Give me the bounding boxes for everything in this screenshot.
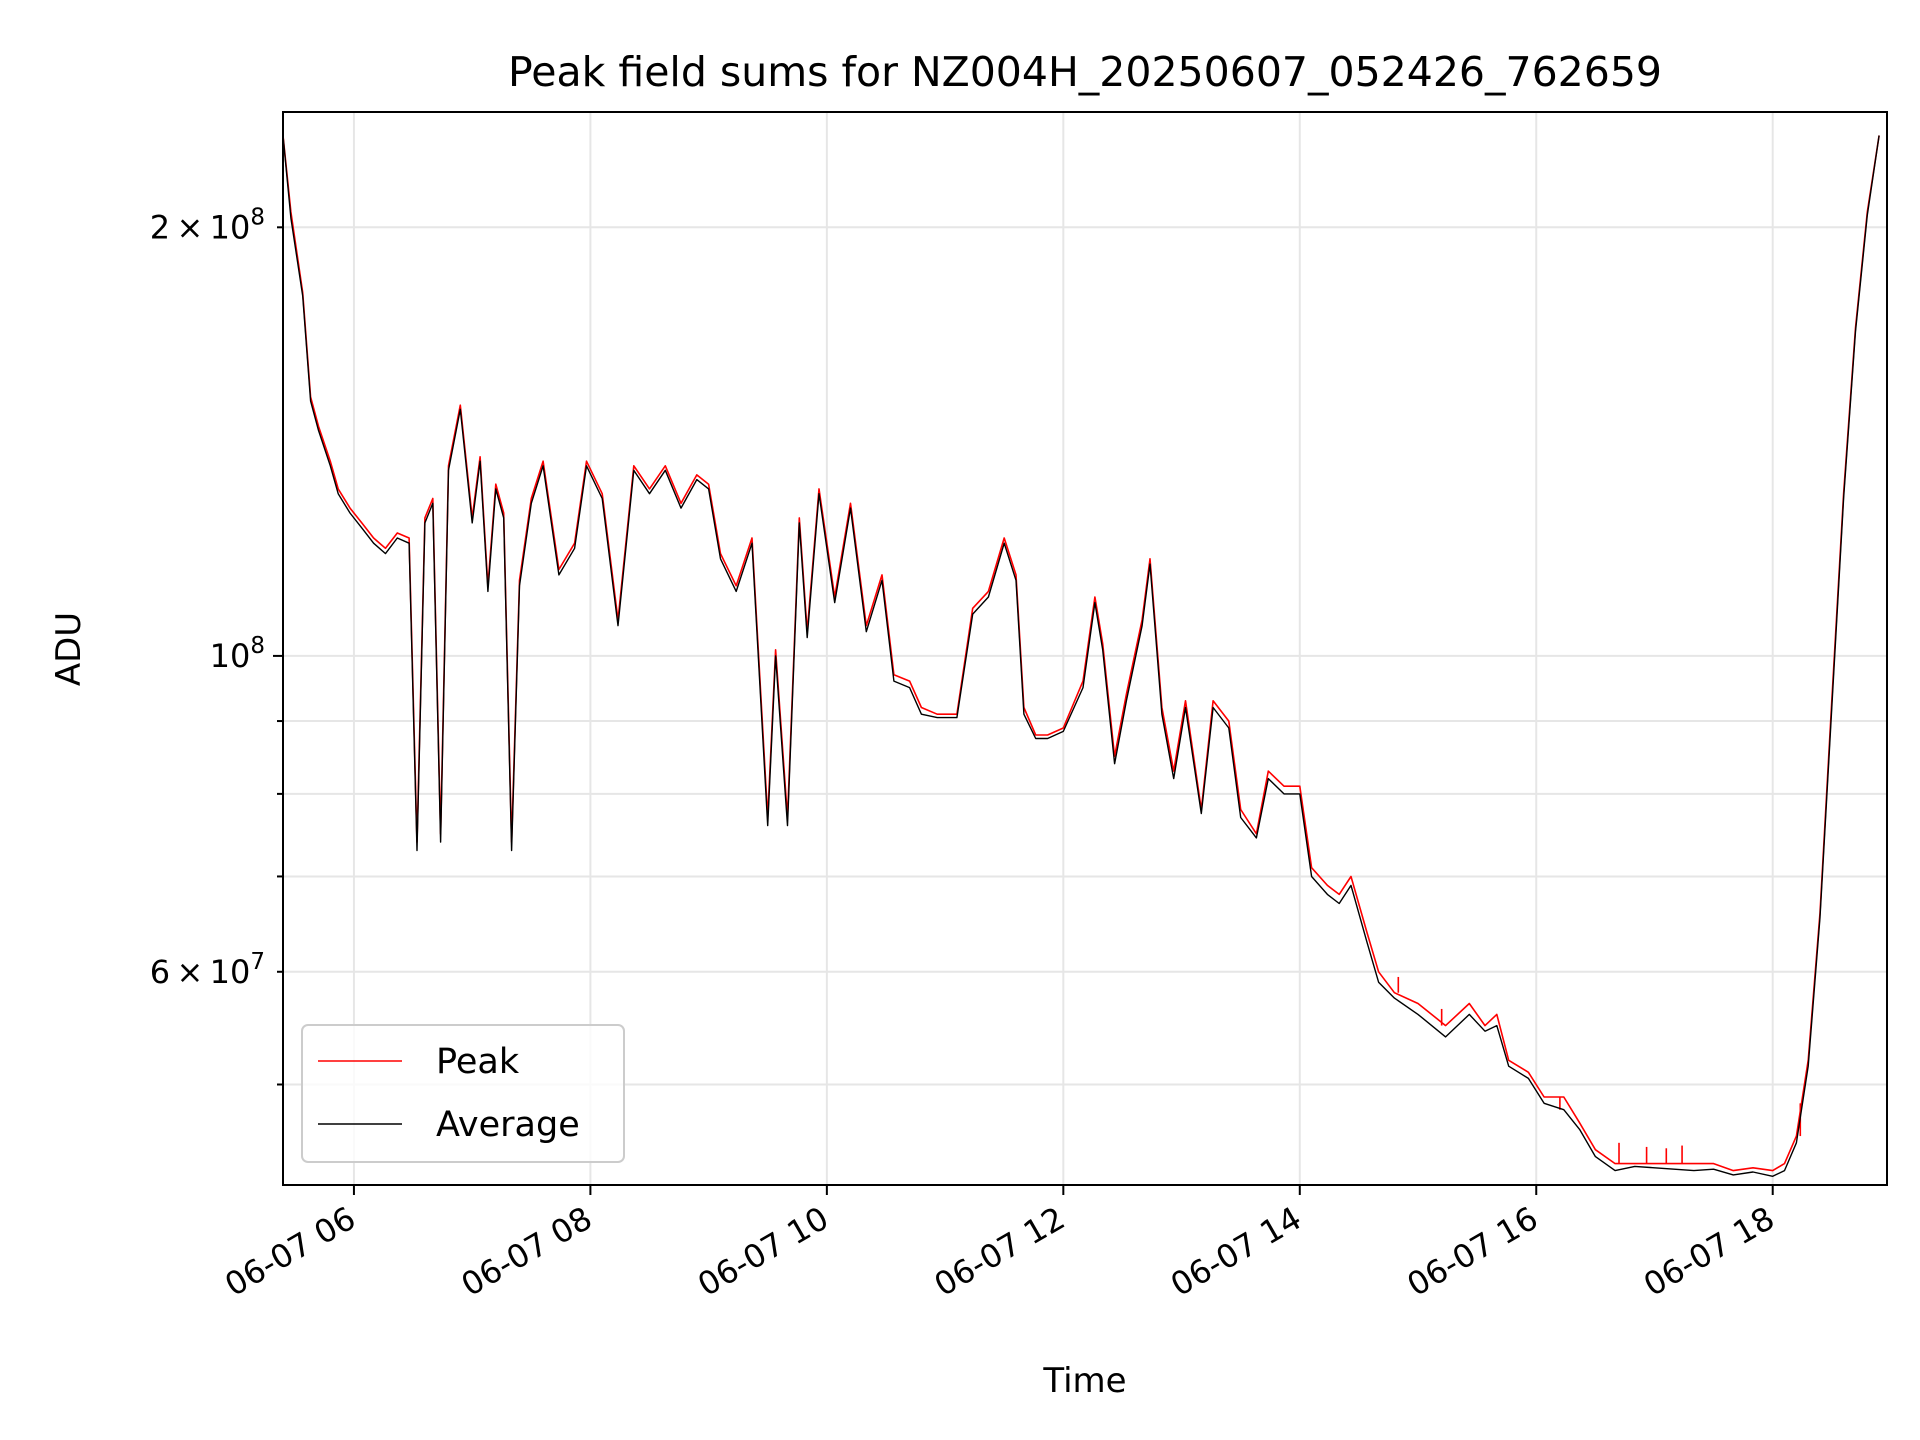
- legend-box: [301, 1024, 625, 1163]
- y-tick-label: 108: [210, 633, 265, 675]
- y-tick-label: 6 × 107: [150, 949, 265, 991]
- plot-frame: [282, 111, 1888, 1186]
- legend: Peak Average: [301, 1024, 625, 1163]
- y-axis-title: ADU: [49, 612, 89, 686]
- series-line-average: [283, 135, 1880, 1178]
- legend-peak-label: Peak: [436, 1042, 520, 1082]
- legend-average-label: Average: [436, 1105, 580, 1145]
- y-tick-label: 2 × 108: [150, 204, 265, 246]
- series-lines: [283, 135, 1880, 1178]
- x-axis-title: Time: [1042, 1361, 1126, 1401]
- chart-title: Peak field sums for NZ004H_20250607_0524…: [508, 48, 1662, 96]
